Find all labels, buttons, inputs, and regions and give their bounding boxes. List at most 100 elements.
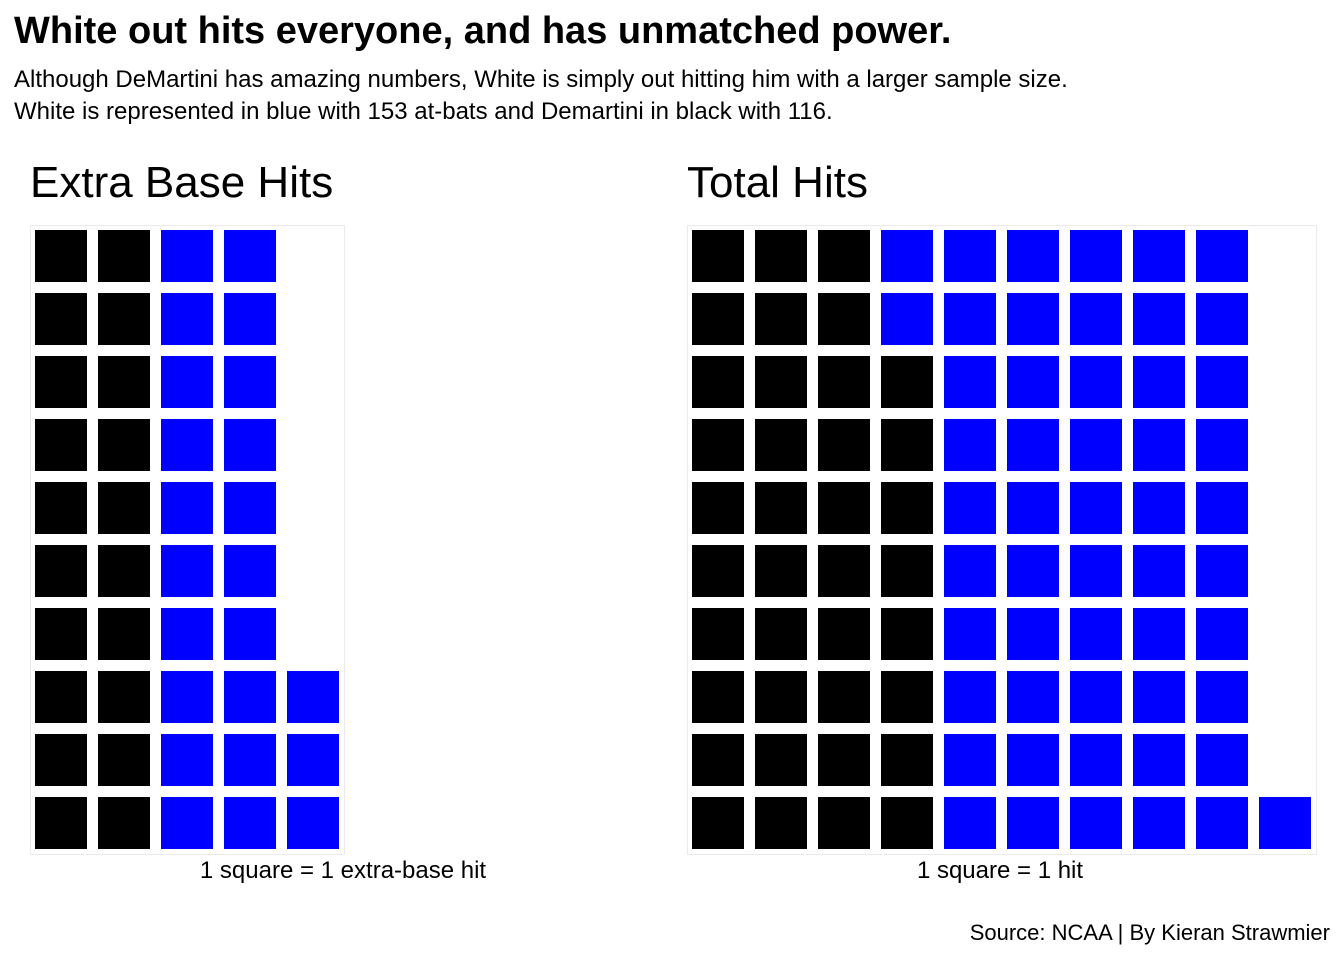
panel-title-extra-base-hits: Extra Base Hits — [30, 158, 334, 207]
waffle-square-demartini — [98, 797, 150, 849]
waffle-square-white — [1007, 419, 1059, 471]
waffle-square-white — [161, 482, 213, 534]
waffle-square-white — [944, 482, 996, 534]
waffle-square-white — [944, 356, 996, 408]
waffle-square-white — [287, 734, 339, 786]
waffle-square-white — [1196, 482, 1248, 534]
waffle-square-demartini — [98, 734, 150, 786]
waffle-square-white — [1007, 797, 1059, 849]
waffle-square-demartini — [35, 230, 87, 282]
panel-title-total-hits: Total Hits — [687, 158, 868, 207]
waffle-square-white — [1196, 419, 1248, 471]
waffle-square-white — [1070, 671, 1122, 723]
waffle-square-white — [224, 356, 276, 408]
waffle-square-white — [1133, 734, 1185, 786]
waffle-square-demartini — [818, 545, 870, 597]
waffle-square-demartini — [98, 293, 150, 345]
source-credit: Source: NCAA | By Kieran Strawmier — [969, 920, 1330, 945]
waffle-square-white — [161, 293, 213, 345]
waffle-square-white — [1070, 293, 1122, 345]
waffle-square-white — [944, 608, 996, 660]
waffle-square-white — [1133, 545, 1185, 597]
waffle-square-white — [1070, 608, 1122, 660]
waffle-square-white — [1070, 734, 1122, 786]
waffle-square-demartini — [881, 734, 933, 786]
waffle-square-white — [1196, 608, 1248, 660]
waffle-square-white — [1133, 608, 1185, 660]
waffle-square-demartini — [692, 545, 744, 597]
waffle-square-demartini — [98, 482, 150, 534]
subtitle-line-1: Although DeMartini has amazing numbers, … — [14, 66, 1068, 93]
waffle-square-white — [944, 293, 996, 345]
waffle-square-demartini — [755, 230, 807, 282]
waffle-square-white — [944, 419, 996, 471]
waffle-square-demartini — [692, 230, 744, 282]
waffle-square-white — [224, 482, 276, 534]
waffle-square-white — [224, 797, 276, 849]
waffle-square-white — [1133, 419, 1185, 471]
waffle-square-white — [1196, 293, 1248, 345]
waffle-total-hits — [687, 225, 1317, 855]
waffle-square-white — [1007, 482, 1059, 534]
waffle-square-demartini — [35, 797, 87, 849]
waffle-square-white — [1070, 482, 1122, 534]
waffle-square-white — [287, 797, 339, 849]
waffle-square-white — [1196, 545, 1248, 597]
waffle-square-white — [161, 734, 213, 786]
waffle-square-white — [1070, 230, 1122, 282]
waffle-square-white — [1196, 734, 1248, 786]
waffle-square-white — [1133, 482, 1185, 534]
waffle-square-demartini — [818, 734, 870, 786]
waffle-square-demartini — [35, 482, 87, 534]
caption-total-hits: 1 square = 1 hit — [916, 857, 1084, 884]
panel-border — [687, 225, 1317, 855]
panel-border — [30, 225, 345, 855]
waffle-square-white — [944, 734, 996, 786]
waffle-square-demartini — [818, 608, 870, 660]
waffle-square-white — [1196, 356, 1248, 408]
waffle-square-white — [224, 671, 276, 723]
waffle-square-white — [1007, 545, 1059, 597]
waffle-square-white — [1007, 230, 1059, 282]
waffle-square-white — [1196, 671, 1248, 723]
waffle-square-demartini — [755, 671, 807, 723]
waffle-square-white — [1196, 797, 1248, 849]
waffle-square-white — [881, 230, 933, 282]
waffle-square-demartini — [818, 419, 870, 471]
waffle-square-white — [1133, 356, 1185, 408]
waffle-square-demartini — [881, 419, 933, 471]
waffle-square-white — [944, 230, 996, 282]
waffle-square-demartini — [98, 671, 150, 723]
waffle-square-demartini — [98, 356, 150, 408]
waffle-square-white — [1070, 419, 1122, 471]
waffle-extra-base-hits — [30, 225, 345, 855]
waffle-square-white — [224, 608, 276, 660]
waffle-square-demartini — [755, 545, 807, 597]
waffle-square-demartini — [755, 419, 807, 471]
waffle-square-white — [224, 419, 276, 471]
waffle-square-white — [161, 545, 213, 597]
waffle-square-demartini — [818, 356, 870, 408]
waffle-square-demartini — [98, 545, 150, 597]
waffle-square-demartini — [818, 671, 870, 723]
chart-title: White out hits everyone, and has unmatch… — [14, 10, 952, 52]
waffle-square-demartini — [881, 545, 933, 597]
waffle-square-white — [161, 419, 213, 471]
waffle-square-white — [224, 545, 276, 597]
waffle-square-white — [1007, 356, 1059, 408]
waffle-square-white — [161, 671, 213, 723]
caption-extra-base-hits: 1 square = 1 extra-base hit — [199, 857, 487, 884]
waffle-square-white — [944, 545, 996, 597]
waffle-square-white — [1133, 797, 1185, 849]
waffle-square-demartini — [692, 293, 744, 345]
waffle-square-white — [161, 230, 213, 282]
waffle-square-white — [1070, 356, 1122, 408]
waffle-square-white — [287, 671, 339, 723]
waffle-square-demartini — [818, 797, 870, 849]
waffle-square-white — [224, 734, 276, 786]
waffle-square-demartini — [881, 482, 933, 534]
waffle-square-white — [161, 356, 213, 408]
waffle-square-white — [1007, 608, 1059, 660]
waffle-square-demartini — [818, 230, 870, 282]
waffle-square-demartini — [692, 671, 744, 723]
